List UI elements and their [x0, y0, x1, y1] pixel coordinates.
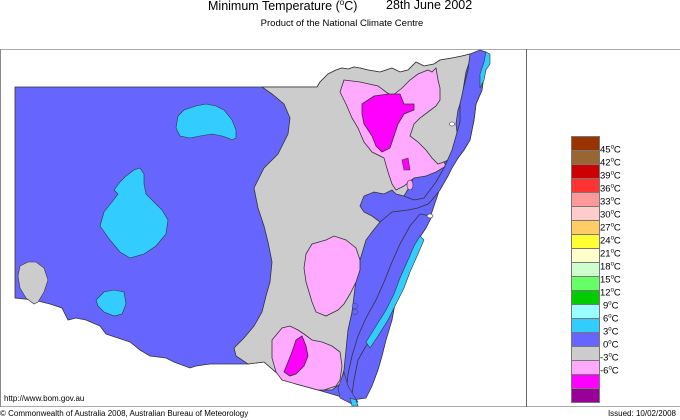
- legend-label: 39oC: [600, 170, 621, 182]
- legend-swatch-36-39: [571, 178, 600, 192]
- legend-swatch-9-12: [571, 304, 600, 318]
- region-6-9-west-south: [95, 289, 127, 317]
- map-header: Minimum Temperature (oC) 28th June 2002: [0, 0, 680, 16]
- legend-label: 18oC: [600, 261, 621, 273]
- legend-label: 9oC: [603, 300, 619, 312]
- legend-swatch-below-m6: [571, 388, 600, 403]
- region-m6-m3-northeast: [361, 93, 415, 153]
- legend-label: -6oC: [600, 365, 619, 377]
- temperature-legend: [571, 136, 600, 403]
- small-lake-dot: [449, 121, 455, 127]
- copyright-notice: © Commonwealth of Australia 2008, Austra…: [0, 409, 249, 418]
- region-3-6-northcoast: [359, 49, 488, 223]
- legend-swatch-12-15: [571, 290, 600, 304]
- legend-swatch-42-45: [571, 150, 600, 164]
- legend-label: 12oC: [600, 287, 621, 299]
- legend-swatch-21-24: [571, 248, 600, 262]
- legend-label: 15oC: [600, 274, 621, 286]
- legend-swatch-39-42: [571, 164, 600, 178]
- legend-swatch-27-30: [571, 220, 600, 234]
- map-date: 28th June 2002: [386, 0, 473, 12]
- legend-label: 30oC: [600, 209, 621, 221]
- legend-swatch-33-36: [571, 192, 600, 206]
- legend-label: 45oC: [600, 144, 621, 156]
- legend-swatch-m6-m3: [571, 374, 600, 388]
- legend-swatch-3-6: [571, 332, 600, 346]
- map-title: Minimum Temperature (oC): [208, 0, 358, 14]
- legend-label: 36oC: [600, 183, 621, 195]
- legend-swatch-15-18: [571, 276, 600, 290]
- legend-label: 21oC: [600, 248, 621, 260]
- small-blue-dot-2: [351, 309, 359, 315]
- region-6-9-west-north: [175, 103, 237, 141]
- region-m6-m3-south: [283, 335, 309, 377]
- bom-url-link[interactable]: http://www.bom.gov.au: [4, 394, 85, 403]
- region-m3-0-dot: [406, 179, 414, 191]
- small-lake-coast: [426, 213, 434, 219]
- legend-label: 27oC: [600, 222, 621, 234]
- region-0-3-farwest: [17, 261, 49, 305]
- legend-swatch-0-3: [571, 346, 600, 360]
- region-6-9-west-central: [99, 167, 169, 259]
- legend-divider: [526, 49, 527, 407]
- legend-label: 42oC: [600, 157, 621, 169]
- legend-label: 33oC: [600, 196, 621, 208]
- small-blue-dot-1: [351, 303, 359, 309]
- legend-label: 24oC: [600, 235, 621, 247]
- region-6-9-midcoast: [365, 235, 425, 349]
- legend-swatch-m3-0: [571, 360, 600, 374]
- legend-label: 6oC: [603, 313, 619, 325]
- region-m3-0-central: [303, 235, 361, 317]
- frame-left-border: [0, 49, 1, 407]
- map-subtitle: Product of the National Climate Centre: [260, 18, 424, 29]
- legend-swatch-24-27: [571, 234, 600, 248]
- region-6-9-southcoast: [349, 397, 359, 407]
- legend-label: 0oC: [603, 339, 619, 351]
- legend-swatch-45-48: [571, 136, 600, 150]
- issued-date: Issued: 10/02/2008: [607, 409, 676, 418]
- legend-label: -3oC: [600, 352, 619, 364]
- region-m6-m3-small-ne: [401, 157, 411, 171]
- region-6-9-northcoast: [479, 51, 491, 89]
- map-frame: [0, 49, 680, 407]
- legend-swatch-18-21: [571, 262, 600, 276]
- legend-swatch-6-9: [571, 318, 600, 332]
- legend-label: 3oC: [603, 326, 619, 338]
- legend-swatch-30-33: [571, 206, 600, 220]
